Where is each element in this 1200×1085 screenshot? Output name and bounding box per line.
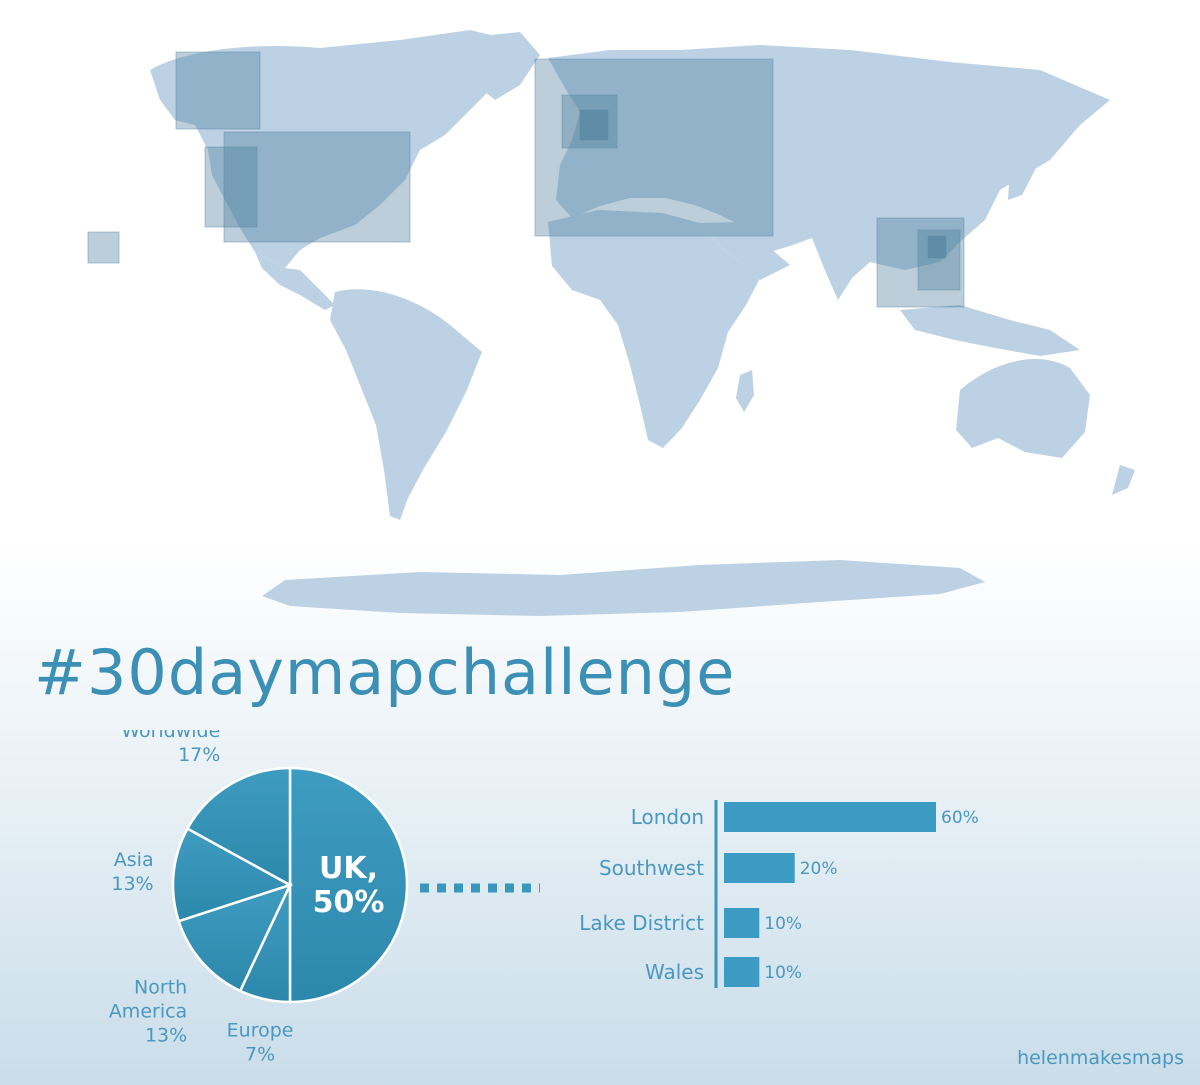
bar-value-southwest: 20%	[800, 859, 838, 879]
pie-slice-uk	[288, 766, 409, 1004]
uk-box	[579, 109, 609, 141]
world-map	[87, 30, 1135, 616]
bar-value-wales: 10%	[764, 963, 802, 983]
pie-label-asia: Asia 13%	[111, 849, 153, 895]
pie-slice-north-america	[177, 882, 293, 993]
north-america-land	[150, 30, 520, 268]
pie-labels: UK, 50% Europe 7% North America 13% Asia 13% Worl…	[109, 730, 385, 1066]
bar-chart: London 60% Southwest 20% Lake District 10% Wal…	[579, 800, 979, 988]
new-zealand-land	[1112, 465, 1135, 495]
central-america-land	[255, 252, 335, 310]
bar-label-wales: Wales	[645, 960, 704, 984]
bar-label-lake-district: Lake District	[579, 911, 704, 935]
pie-label-europe: Europe 7%	[227, 1020, 294, 1066]
pie-label-uk: UK, 50%	[313, 851, 385, 920]
greenland-land	[440, 32, 540, 100]
antarctica-land	[262, 560, 985, 616]
southeast-asia-islands-land	[900, 305, 1080, 356]
southeast-asia-box	[876, 217, 965, 308]
hawaii-box	[87, 231, 120, 264]
south-america-land	[330, 289, 482, 520]
page-title: #30daymapchallenge	[34, 636, 736, 709]
pie-slice-worldwide	[185, 766, 292, 888]
pie-slices	[171, 766, 409, 1004]
bar-london	[724, 802, 936, 832]
pie-label-worldwide: Worldwide 17%	[121, 730, 220, 766]
highlighted-regions	[87, 51, 965, 308]
bars: London 60% Southwest 20% Lake District 10% Wal…	[579, 802, 979, 987]
madagascar-land	[736, 370, 754, 412]
landmasses	[150, 30, 1135, 616]
pie-slice-asia	[171, 826, 294, 923]
bar-wales	[724, 957, 760, 987]
hanoi-box	[927, 235, 947, 259]
bar-lake-district	[724, 908, 760, 938]
arabia-land	[700, 222, 790, 280]
europe-box	[534, 58, 774, 237]
japan-land	[1008, 150, 1035, 200]
bar-value-lake-district: 10%	[764, 914, 802, 934]
credit-text: helenmakesmaps	[1017, 1047, 1184, 1069]
pie-chart: UK, 50% Europe 7% North America 13% Asia 13% Worl…	[109, 730, 540, 1066]
pie-label-north-america: North America 13%	[109, 977, 187, 1047]
bar-value-london: 60%	[941, 808, 979, 828]
us-west-coast-box	[204, 146, 258, 228]
bar-southwest	[724, 853, 795, 883]
europe-asia-land	[548, 45, 1110, 300]
africa-land	[548, 210, 760, 448]
australia-land	[956, 359, 1090, 458]
bar-label-southwest: Southwest	[599, 856, 704, 880]
alaska-box	[175, 51, 261, 130]
bar-label-london: London	[631, 805, 704, 829]
usa-box	[223, 131, 411, 243]
